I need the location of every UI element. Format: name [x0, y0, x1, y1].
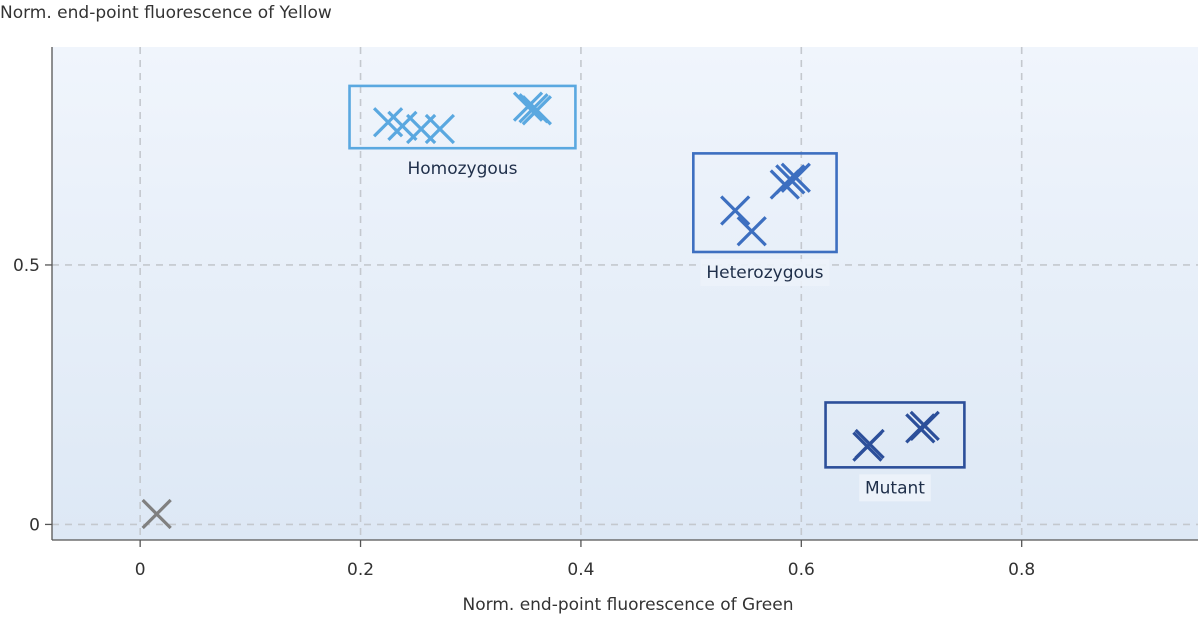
data-point-heterozygous	[720, 195, 751, 226]
y-tick-label: 0.5	[13, 256, 40, 276]
data-point-unlabeled	[141, 498, 172, 530]
y-axis-title: Norm. end-point fluorescence of Yellow	[0, 3, 332, 23]
y-tick-label: 0	[29, 515, 40, 535]
group-box-heterozygous	[692, 152, 838, 254]
x-tick-label: 0.6	[788, 560, 815, 580]
group-label-homozygous: Homozygous	[407, 159, 517, 179]
x-tick-label: 0.2	[347, 560, 374, 580]
data-point-homozygous	[387, 110, 418, 142]
data-point-mutant	[854, 428, 885, 460]
data-point-homozygous	[521, 95, 552, 126]
group-box-mutant	[824, 401, 966, 469]
group-box-homozygous	[348, 84, 577, 150]
data-point-heterozygous	[736, 216, 767, 247]
x-tick-label: 0	[135, 560, 146, 580]
data-point-homozygous	[512, 91, 544, 122]
data-point-heterozygous	[780, 162, 811, 193]
data-point-heterozygous	[775, 164, 806, 195]
plot-background	[52, 47, 1198, 540]
x-tick-label: 0.4	[567, 560, 594, 580]
data-point-homozygous	[424, 113, 456, 145]
x-axis-title: Norm. end-point fluorescence of Green	[463, 595, 794, 615]
data-point-mutant	[909, 410, 940, 441]
group-label-mutant: Mutant	[865, 478, 925, 498]
group-label-bg	[700, 258, 830, 286]
group-label-heterozygous: Heterozygous	[706, 263, 823, 283]
x-tick-label: 0.8	[1008, 560, 1035, 580]
group-label-bg	[859, 474, 931, 502]
group-label-bg	[407, 155, 518, 183]
